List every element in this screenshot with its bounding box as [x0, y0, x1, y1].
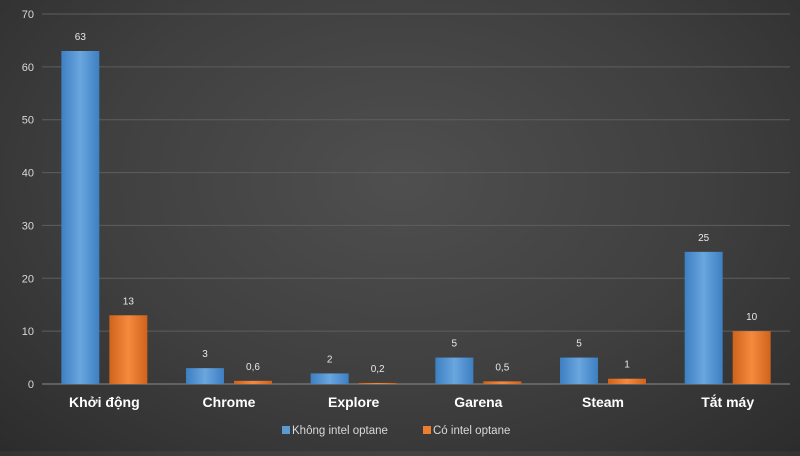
legend: Không intel optane Có intel optane [282, 425, 510, 437]
category-label: Tắt máy [701, 393, 754, 410]
y-tick-label: 70 [22, 9, 34, 21]
bar-co-optane [608, 378, 646, 384]
bars [61, 51, 771, 384]
bar-khong-optane [560, 357, 598, 384]
category-label: Steam [582, 394, 624, 410]
y-tick-label: 20 [22, 273, 34, 285]
category-label: Chrome [203, 394, 256, 410]
x-axis: Khởi động Chrome Explore Garena Steam Tắt máy [69, 393, 754, 410]
data-label: 63 [75, 32, 87, 43]
data-label: 0,6 [246, 362, 260, 373]
category-label: Khởi động [69, 394, 140, 410]
legend-swatch [282, 426, 290, 434]
data-label: 1 [624, 360, 630, 371]
gridlines [42, 13, 790, 385]
legend-label: Có intel optane [433, 425, 510, 437]
bar-co-optane [234, 380, 272, 384]
category-label: Garena [454, 394, 502, 410]
bar-khong-optane [61, 51, 100, 384]
legend-label: Không intel optane [292, 425, 388, 437]
bar-co-optane [358, 382, 397, 384]
y-tick-label: 50 [22, 115, 34, 127]
data-label: 3 [202, 349, 208, 360]
bar-khong-optane [684, 251, 723, 384]
category-label: Explore [328, 394, 380, 410]
data-label: 10 [746, 312, 758, 323]
y-tick-label: 10 [22, 326, 34, 338]
y-axis: 0 10 20 30 40 50 60 70 [22, 9, 34, 391]
data-label: 5 [452, 339, 458, 350]
bar-khong-optane [310, 373, 349, 384]
data-label: 13 [123, 296, 135, 307]
bar-khong-optane [435, 357, 474, 384]
bar-co-optane [483, 381, 522, 384]
data-label: 0,5 [495, 362, 509, 373]
data-label: 5 [576, 339, 582, 350]
data-label: 0,2 [371, 364, 385, 375]
bar-co-optane [732, 331, 771, 384]
legend-swatch [423, 426, 431, 434]
bar-khong-optane [186, 368, 224, 384]
y-tick-label: 0 [28, 379, 34, 391]
data-label: 2 [327, 354, 333, 365]
y-tick-label: 60 [22, 62, 34, 74]
bar-co-optane [109, 315, 148, 384]
data-label: 25 [698, 233, 710, 244]
y-tick-label: 30 [22, 220, 34, 232]
y-tick-label: 40 [22, 168, 34, 180]
data-labels: 63 13 3 0,6 2 0,2 5 0,5 5 1 25 10 [75, 32, 758, 375]
